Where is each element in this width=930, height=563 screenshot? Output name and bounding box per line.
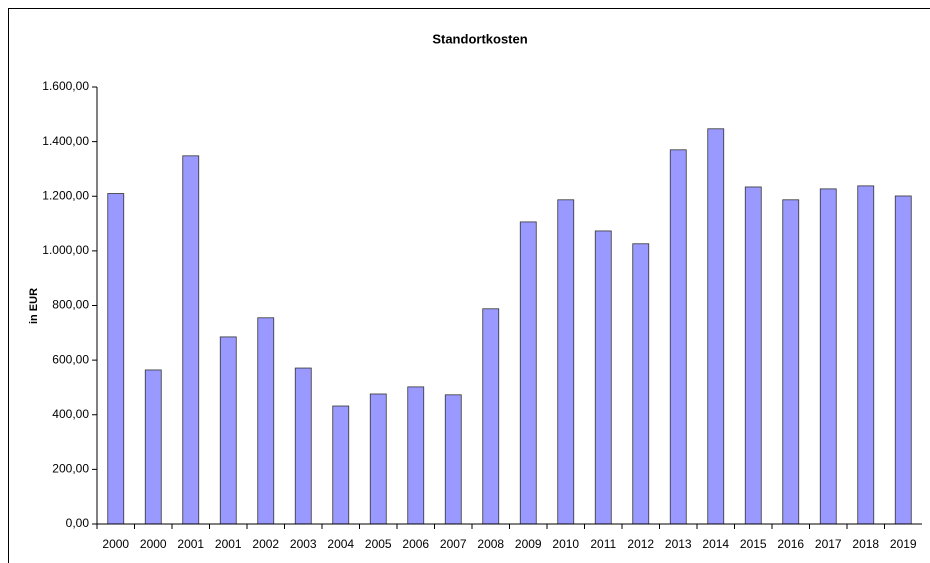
x-tick-label: 2018: [852, 537, 879, 551]
x-tick-label: 2016: [777, 537, 804, 551]
x-tick-label: 2000: [140, 537, 167, 551]
x-tick-label: 2011: [590, 537, 616, 551]
x-tick-label: 2007: [440, 537, 467, 551]
y-axis-label: in EUR: [28, 288, 40, 324]
bar: [219, 336, 237, 525]
bar: [894, 195, 912, 525]
x-tick-label: 2006: [402, 537, 429, 551]
x-tick-label: 2005: [365, 537, 392, 551]
y-tick-label: 400,00: [52, 407, 89, 421]
bar: [857, 185, 875, 525]
y-tick-label: 1.000,00: [42, 243, 89, 257]
bar: [744, 186, 762, 525]
bar: [369, 393, 387, 525]
bar: [519, 221, 537, 525]
x-tick-label: 2019: [890, 537, 917, 551]
bar: [632, 243, 650, 525]
x-tick-label: 2004: [327, 537, 354, 551]
x-tick-label: 2012: [627, 537, 654, 551]
bar: [557, 199, 575, 525]
bar: [707, 128, 725, 525]
x-tick-label: 2001: [177, 537, 204, 551]
x-tick-label: 2008: [477, 537, 504, 551]
y-tick-label: 600,00: [52, 352, 89, 366]
bar: [819, 188, 837, 525]
x-tick-label: 2009: [515, 537, 542, 551]
bar: [332, 405, 350, 525]
x-tick-label: 2010: [552, 537, 579, 551]
bar: [182, 155, 200, 525]
bar: [782, 199, 800, 525]
x-tick-label: 2013: [665, 537, 692, 551]
bar: [107, 193, 125, 525]
chart-frame: [8, 8, 930, 563]
x-tick-label: 2017: [815, 537, 842, 551]
y-tick-label: 1.400,00: [42, 134, 89, 148]
bar: [294, 367, 312, 525]
bar: [669, 149, 687, 525]
chart-title: Standortkosten: [432, 31, 527, 46]
x-tick-label: 2014: [702, 537, 729, 551]
bar: [407, 386, 425, 525]
y-tick-label: 1.200,00: [42, 188, 89, 202]
y-tick-label: 0,00: [66, 516, 90, 530]
x-tick-label: 2003: [290, 537, 317, 551]
x-tick-label: 2000: [102, 537, 129, 551]
x-tick-label: 2001: [215, 537, 242, 551]
x-tick-label: 2015: [740, 537, 767, 551]
bar: [144, 369, 162, 525]
bar: [482, 308, 500, 525]
y-tick-label: 1.600,00: [42, 79, 89, 93]
x-tick-label: 2002: [252, 537, 279, 551]
y-tick-label: 200,00: [52, 462, 89, 476]
bar: [257, 317, 275, 525]
y-tick-label: 800,00: [52, 298, 89, 312]
bar: [444, 394, 462, 525]
bar: [594, 230, 612, 525]
